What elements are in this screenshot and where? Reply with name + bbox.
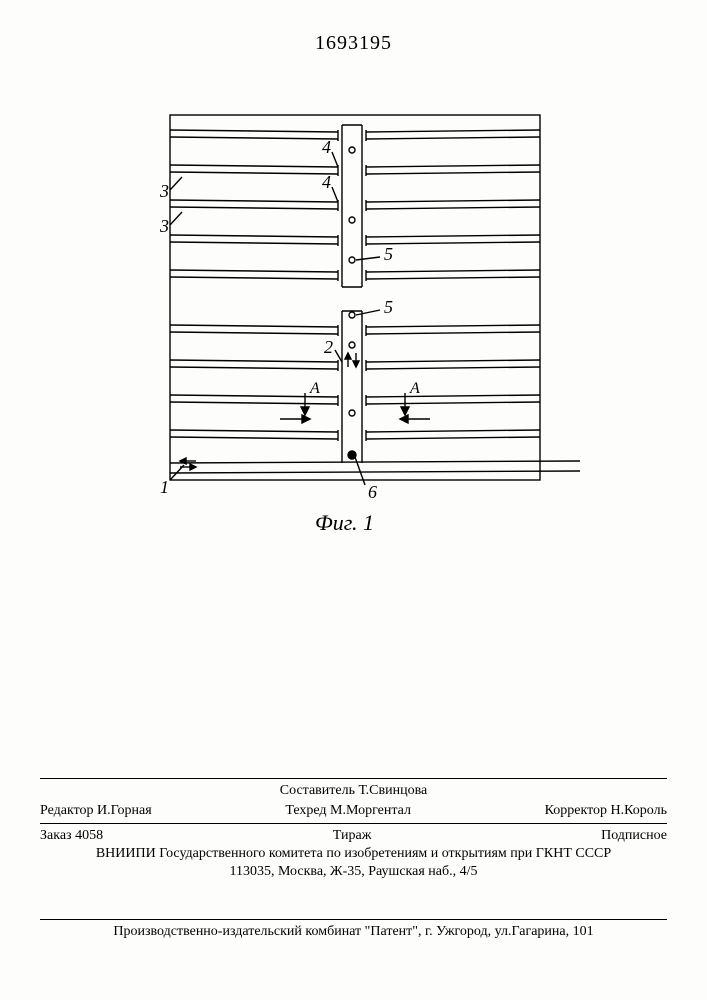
figure-caption: Фиг. 1 (315, 510, 374, 536)
footer-block: Производственно-издательский комбинат "П… (40, 915, 667, 940)
section-a-left: А (309, 380, 320, 397)
label-1: 1 (160, 477, 169, 497)
label-6: 6 (368, 482, 377, 502)
compiler-line: Составитель Т.Свинцова (40, 783, 667, 799)
org-line1: ВНИИПИ Государственного комитета по изоб… (40, 846, 667, 862)
techred-cell: Техред М.Моргентал (285, 803, 411, 819)
org-line2: 113035, Москва, Ж-35, Раушская наб., 4/5 (40, 864, 667, 880)
patent-page: 1693195 (0, 0, 707, 1000)
order-cell: Заказ 4058 (40, 828, 103, 844)
order-label: Заказ (40, 828, 72, 843)
compiler-name: Т.Свинцова (359, 783, 428, 798)
tirazh-label: Тираж (333, 828, 372, 844)
corrector-name: Н.Король (611, 803, 667, 818)
section-a-right: А (409, 380, 420, 397)
label-5a: 5 (384, 244, 393, 264)
footer-text: Производственно-издательский комбинат "П… (40, 924, 667, 940)
compiler-label: Составитель (280, 783, 355, 798)
podpisnoe: Подписное (601, 828, 667, 844)
credits-block: Составитель Т.Свинцова Редактор И.Горная… (40, 774, 667, 882)
label-3b: 3 (159, 216, 169, 236)
figure-1: 3 3 4 4 5 5 2 6 1 А А Фиг. 1 (130, 115, 580, 555)
corrector-label: Корректор (545, 803, 607, 818)
patent-number: 1693195 (0, 32, 707, 55)
editor-label: Редактор (40, 803, 94, 818)
label-3a: 3 (159, 181, 169, 201)
label-4b: 4 (322, 172, 331, 192)
order-value: 4058 (75, 828, 103, 843)
techred-name: М.Моргентал (330, 803, 411, 818)
label-2: 2 (324, 337, 333, 357)
corrector-cell: Корректор Н.Король (545, 803, 667, 819)
editor-cell: Редактор И.Горная (40, 803, 152, 819)
techred-label: Техред (285, 803, 326, 818)
label-5b: 5 (384, 297, 393, 317)
editor-name: И.Горная (97, 803, 152, 818)
label-4a: 4 (322, 137, 331, 157)
